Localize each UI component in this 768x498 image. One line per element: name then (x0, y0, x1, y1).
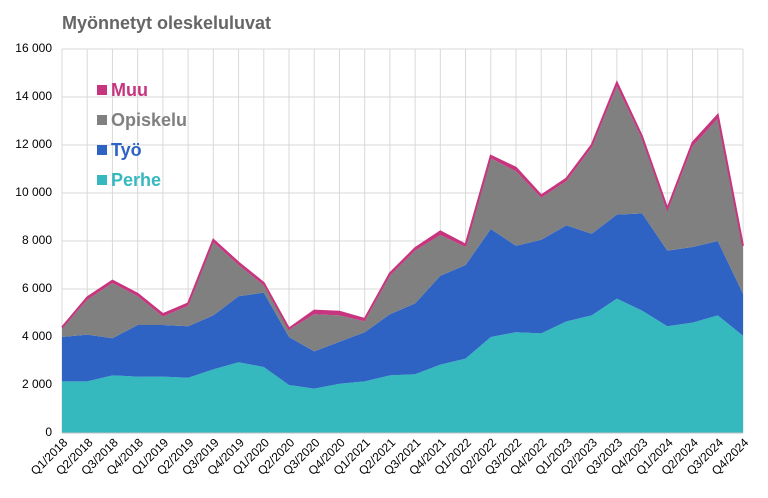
y-tick-label: 2 000 (22, 377, 52, 391)
area-top-line (61, 80, 744, 331)
legend-swatch (97, 115, 107, 125)
y-tick-label: 10 000 (15, 185, 52, 199)
chart-title: Myönnetyt oleskeluluvat (62, 13, 271, 33)
y-tick-label: 4 000 (22, 329, 52, 343)
y-tick-label: 12 000 (15, 137, 52, 151)
legend-label: Muu (111, 80, 148, 100)
y-tick-label: 6 000 (22, 281, 52, 295)
y-tick-label: 14 000 (15, 89, 52, 103)
legend-swatch (97, 175, 107, 185)
legend-label: Perhe (111, 170, 161, 190)
legend-swatch (97, 145, 107, 155)
y-tick-label: 16 000 (15, 41, 52, 55)
area (62, 86, 743, 352)
area (62, 213, 743, 389)
area (62, 298, 743, 433)
legend-label: Opiskelu (111, 110, 187, 130)
y-tick-label: 0 (45, 425, 52, 439)
legend-label: Työ (111, 140, 142, 160)
legend-swatch (97, 85, 107, 95)
y-tick-label: 8 000 (22, 233, 52, 247)
